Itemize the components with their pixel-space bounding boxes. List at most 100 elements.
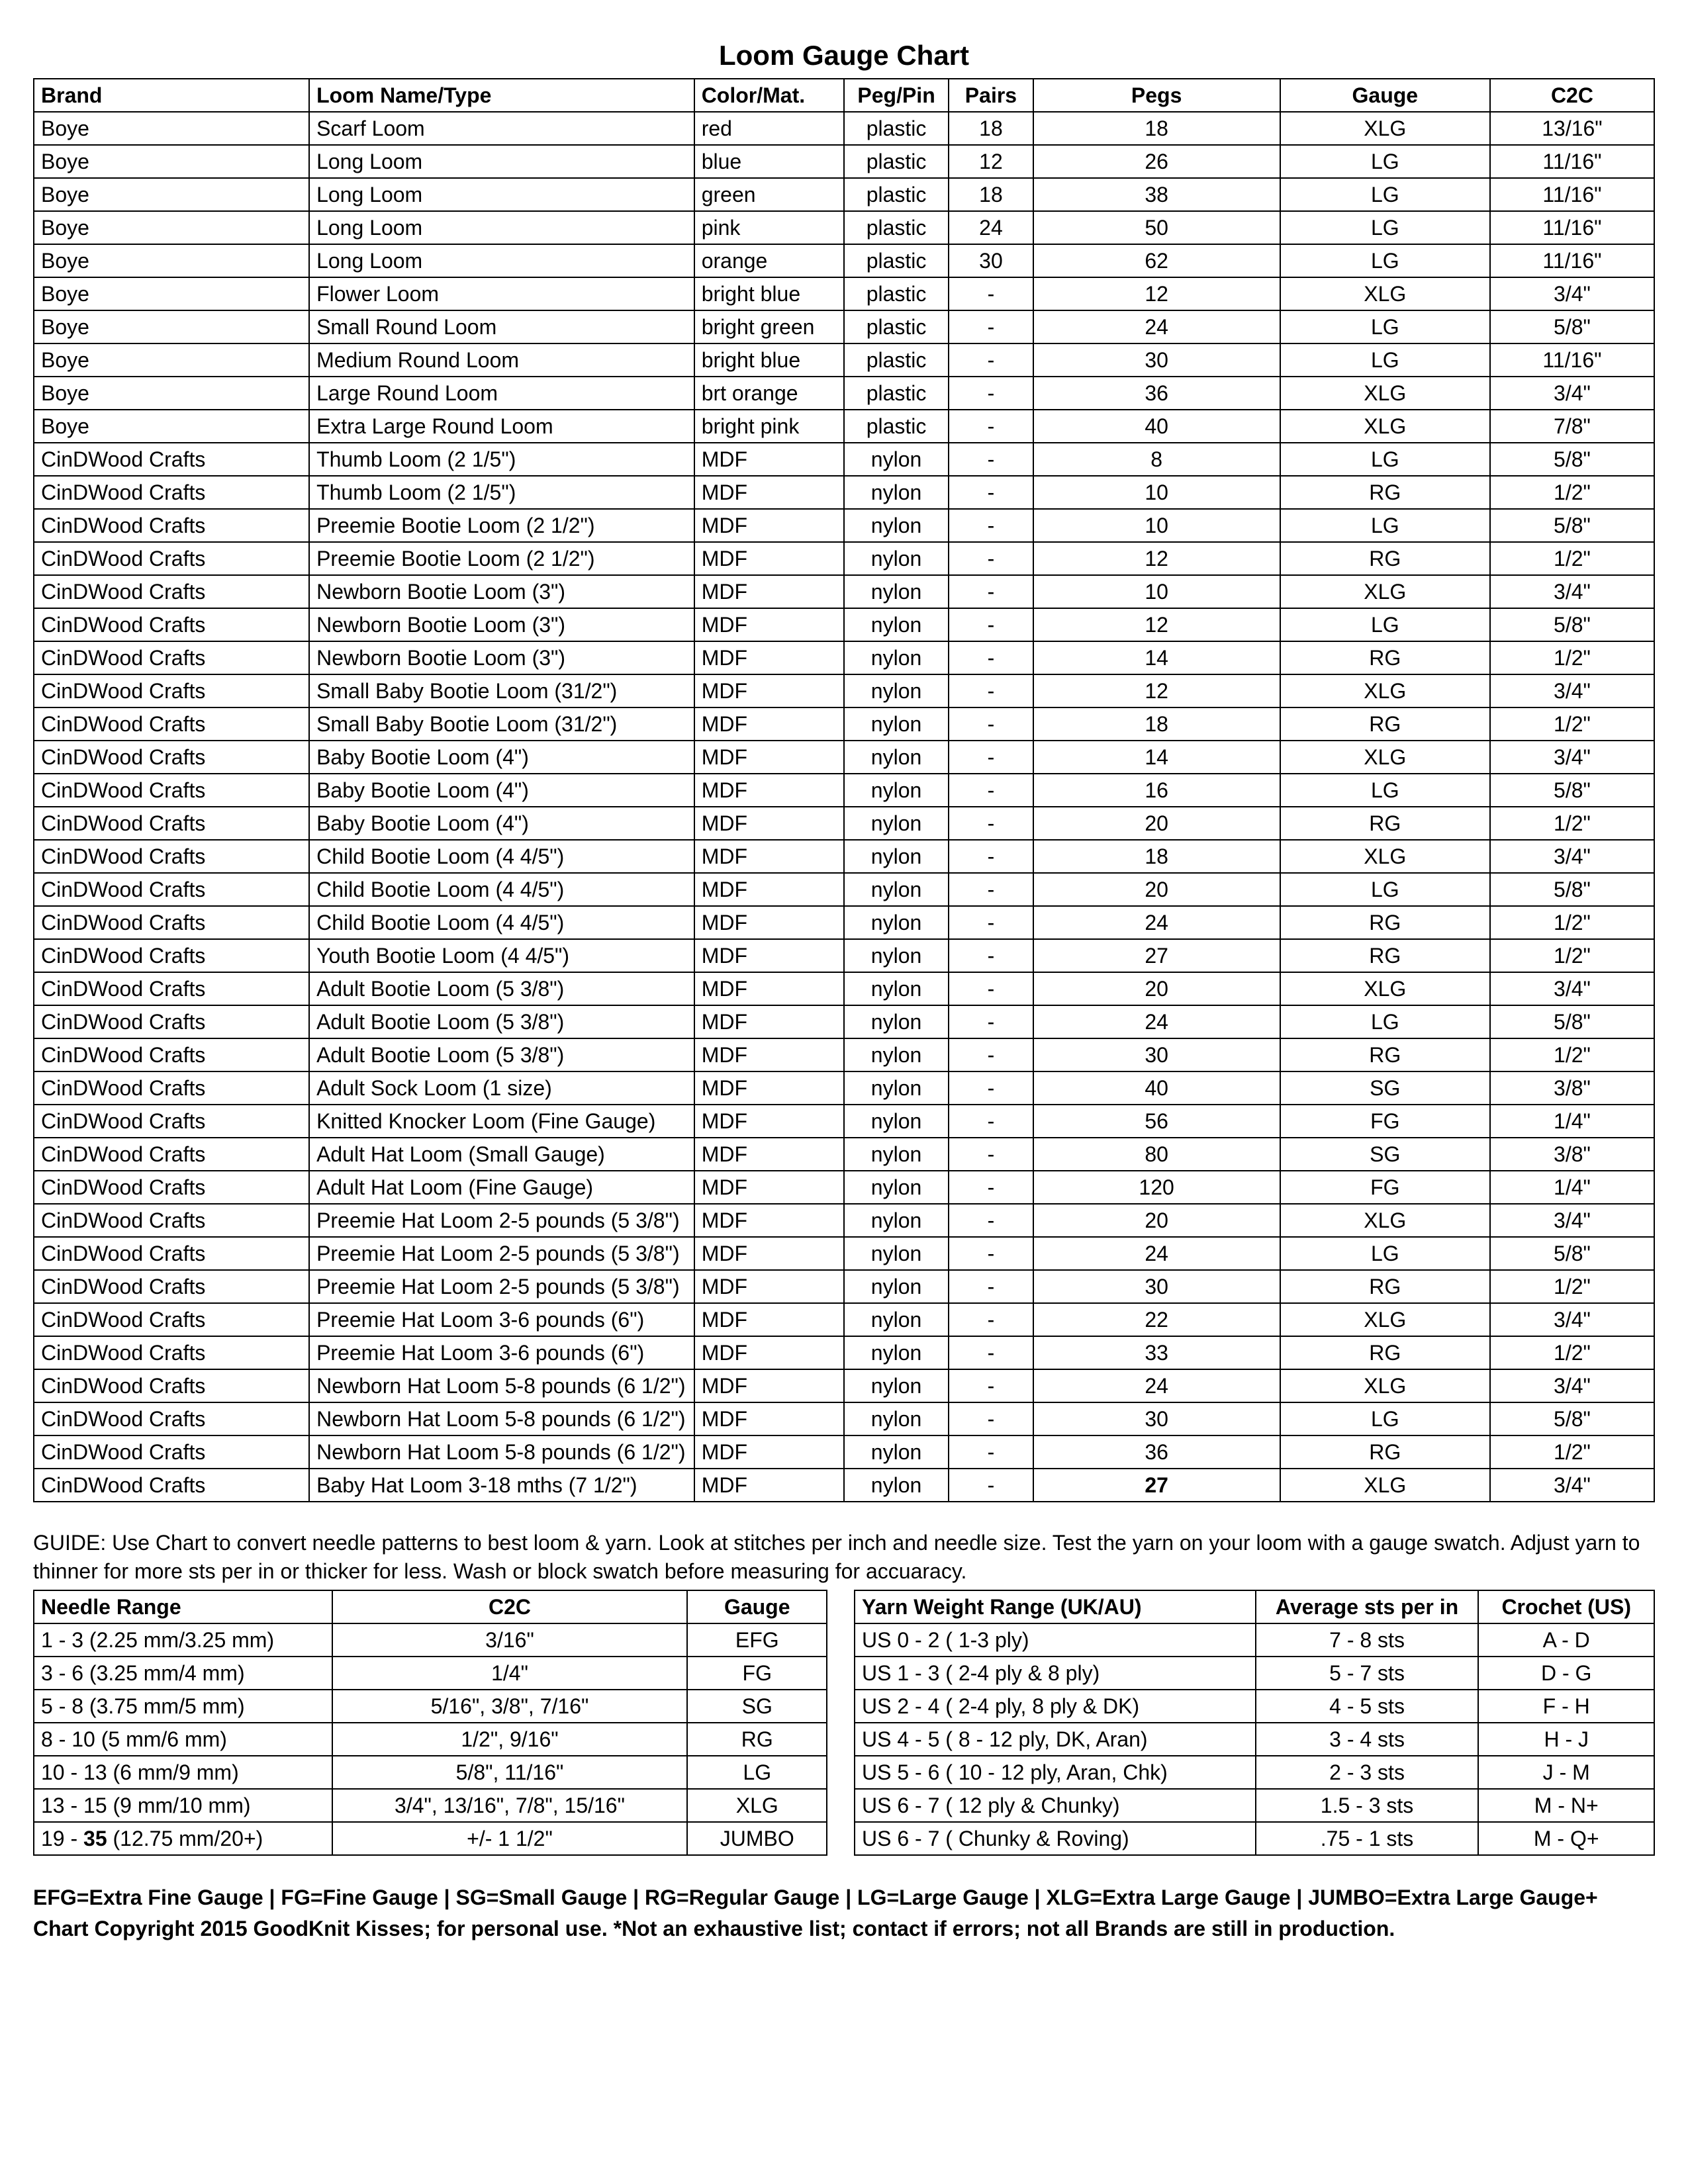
table-cell: LG xyxy=(1280,1237,1490,1270)
table-cell: 120 xyxy=(1033,1171,1280,1204)
table-cell: J - M xyxy=(1478,1756,1654,1789)
table-cell: RG xyxy=(1280,1336,1490,1369)
table-cell: 5/8" xyxy=(1490,1237,1654,1270)
table-cell: plastic xyxy=(844,310,949,343)
table-cell: - xyxy=(949,840,1033,873)
table-cell: Newborn Bootie Loom (3") xyxy=(309,575,694,608)
table-cell: 1/2" xyxy=(1490,1038,1654,1071)
table-row: BoyeExtra Large Round Loombright pinkpla… xyxy=(34,410,1654,443)
table-row: US 1 - 3 ( 2-4 ply & 8 ply)5 - 7 stsD - … xyxy=(855,1657,1654,1690)
table-cell: - xyxy=(949,509,1033,542)
table-cell: CinDWood Crafts xyxy=(34,509,309,542)
table-cell: MDF xyxy=(694,476,844,509)
table-cell: Scarf Loom xyxy=(309,112,694,145)
table-cell: Small Round Loom xyxy=(309,310,694,343)
table-row: CinDWood CraftsKnitted Knocker Loom (Fin… xyxy=(34,1105,1654,1138)
table-cell: 3/4", 13/16", 7/8", 15/16" xyxy=(332,1789,688,1822)
table-cell: MDF xyxy=(694,1237,844,1270)
column-header: Average sts per in xyxy=(1256,1590,1479,1623)
loom-gauge-table: BrandLoom Name/TypeColor/Mat.Peg/PinPair… xyxy=(33,78,1655,1502)
table-cell: 18 xyxy=(949,178,1033,211)
table-cell: 3 - 4 sts xyxy=(1256,1723,1479,1756)
table-cell: - xyxy=(949,906,1033,939)
table-cell: nylon xyxy=(844,1336,949,1369)
table-cell: XLG xyxy=(1280,112,1490,145)
table-row: CinDWood CraftsPreemie Bootie Loom (2 1/… xyxy=(34,509,1654,542)
table-cell: 33 xyxy=(1033,1336,1280,1369)
table-cell: F - H xyxy=(1478,1690,1654,1723)
table-cell: - xyxy=(949,1005,1033,1038)
table-cell: US 2 - 4 ( 2-4 ply, 8 ply & DK) xyxy=(855,1690,1256,1723)
table-cell: Adult Hat Loom (Small Gauge) xyxy=(309,1138,694,1171)
table-row: US 2 - 4 ( 2-4 ply, 8 ply & DK)4 - 5 sts… xyxy=(855,1690,1654,1723)
table-cell: CinDWood Crafts xyxy=(34,1171,309,1204)
table-cell: MDF xyxy=(694,1402,844,1435)
column-header: C2C xyxy=(1490,79,1654,112)
table-cell: FG xyxy=(1280,1105,1490,1138)
table-cell: RG xyxy=(1280,641,1490,674)
column-header: Color/Mat. xyxy=(694,79,844,112)
table-cell: 5/8" xyxy=(1490,1005,1654,1038)
table-cell: - xyxy=(949,377,1033,410)
table-cell: - xyxy=(949,1402,1033,1435)
table-row: BoyeLong Loomblueplastic1226LG11/16" xyxy=(34,145,1654,178)
table-cell: Child Bootie Loom (4 4/5") xyxy=(309,906,694,939)
table-cell: 10 - 13 (6 mm/9 mm) xyxy=(34,1756,332,1789)
table-cell: 5/16", 3/8", 7/16" xyxy=(332,1690,688,1723)
table-cell: JUMBO xyxy=(687,1822,827,1855)
table-cell: 3/4" xyxy=(1490,575,1654,608)
table-cell: RG xyxy=(1280,542,1490,575)
table-cell: MDF xyxy=(694,939,844,972)
table-cell: - xyxy=(949,1204,1033,1237)
table-cell: 12 xyxy=(1033,542,1280,575)
table-cell: Preemie Hat Loom 3-6 pounds (6") xyxy=(309,1336,694,1369)
table-cell: 1/2" xyxy=(1490,807,1654,840)
table-row: CinDWood CraftsBaby Bootie Loom (4")MDFn… xyxy=(34,741,1654,774)
table-row: CinDWood CraftsNewborn Bootie Loom (3")M… xyxy=(34,575,1654,608)
table-cell: Preemie Bootie Loom (2 1/2") xyxy=(309,542,694,575)
table-cell: 14 xyxy=(1033,641,1280,674)
table-cell: CinDWood Crafts xyxy=(34,542,309,575)
table-cell: orange xyxy=(694,244,844,277)
table-cell: XLG xyxy=(1280,377,1490,410)
table-cell: LG xyxy=(687,1756,827,1789)
table-cell: - xyxy=(949,310,1033,343)
column-header: Peg/Pin xyxy=(844,79,949,112)
table-cell: plastic xyxy=(844,211,949,244)
table-cell: MDF xyxy=(694,1469,844,1502)
table-cell: - xyxy=(949,1171,1033,1204)
table-cell: MDF xyxy=(694,873,844,906)
table-row: 13 - 15 (9 mm/10 mm)3/4", 13/16", 7/8", … xyxy=(34,1789,827,1822)
table-cell: 11/16" xyxy=(1490,211,1654,244)
table-cell: 1/2" xyxy=(1490,476,1654,509)
table-cell: Baby Hat Loom 3-18 mths (7 1/2") xyxy=(309,1469,694,1502)
table-cell: plastic xyxy=(844,178,949,211)
table-cell: MDF xyxy=(694,840,844,873)
table-cell: XLG xyxy=(1280,410,1490,443)
table-cell: - xyxy=(949,1237,1033,1270)
table-cell: CinDWood Crafts xyxy=(34,939,309,972)
table-cell: LG xyxy=(1280,774,1490,807)
table-row: US 0 - 2 ( 1-3 ply)7 - 8 stsA - D xyxy=(855,1623,1654,1657)
table-row: CinDWood CraftsAdult Bootie Loom (5 3/8"… xyxy=(34,1038,1654,1071)
table-row: CinDWood CraftsPreemie Hat Loom 3-6 poun… xyxy=(34,1303,1654,1336)
table-cell: 27 xyxy=(1033,1469,1280,1502)
table-cell: XLG xyxy=(1280,972,1490,1005)
table-row: BoyeLong Loompinkplastic2450LG11/16" xyxy=(34,211,1654,244)
table-cell: - xyxy=(949,741,1033,774)
table-cell: 62 xyxy=(1033,244,1280,277)
table-cell: 38 xyxy=(1033,178,1280,211)
table-cell: D - G xyxy=(1478,1657,1654,1690)
table-cell: Preemie Bootie Loom (2 1/2") xyxy=(309,509,694,542)
table-cell: plastic xyxy=(844,410,949,443)
table-cell: - xyxy=(949,939,1033,972)
table-row: 3 - 6 (3.25 mm/4 mm)1/4"FG xyxy=(34,1657,827,1690)
table-cell: MDF xyxy=(694,1369,844,1402)
table-cell: RG xyxy=(1280,1270,1490,1303)
table-cell: H - J xyxy=(1478,1723,1654,1756)
table-row: CinDWood CraftsPreemie Hat Loom 3-6 poun… xyxy=(34,1336,1654,1369)
table-cell: RG xyxy=(1280,906,1490,939)
table-cell: LG xyxy=(1280,509,1490,542)
table-cell: CinDWood Crafts xyxy=(34,1270,309,1303)
table-cell: LG xyxy=(1280,873,1490,906)
